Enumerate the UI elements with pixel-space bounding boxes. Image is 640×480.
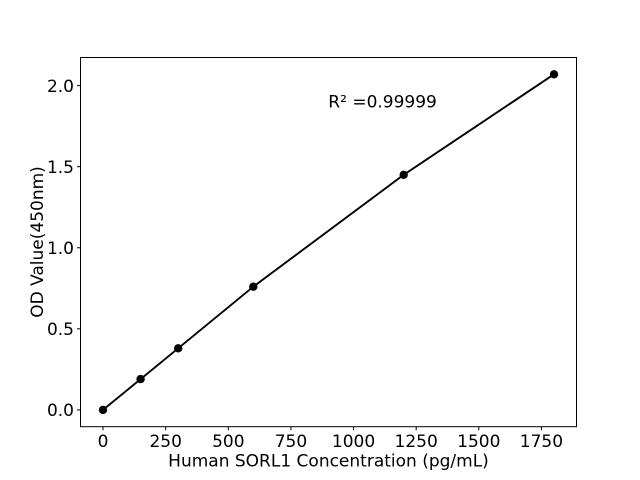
y-axis-label: OD Value(450nm): [28, 166, 48, 318]
x-tick-label: 1250: [395, 432, 438, 452]
data-point-marker: [174, 344, 183, 353]
x-axis-ticks: 0 250 500 750 1000 1250 1500 1750: [98, 426, 563, 452]
y-tick-label: 0.0: [47, 401, 74, 421]
x-tick-label: 500: [212, 432, 244, 452]
plot-area: [80, 57, 577, 428]
data-point-marker: [549, 70, 559, 79]
y-tick-label: 1.0: [47, 239, 74, 259]
x-tick-label: 0: [98, 432, 109, 452]
r-squared-annotation: R² =0.99999: [328, 93, 437, 113]
data-point-marker: [98, 405, 108, 415]
x-axis-label: Human SORL1 Concentration (pg/mL): [168, 452, 489, 472]
y-tick-label: 1.5: [47, 158, 74, 178]
data-point-marker: [399, 170, 408, 179]
x-tick-label: 750: [275, 432, 307, 452]
data-points: [98, 70, 559, 415]
x-tick-label: 1500: [457, 432, 500, 452]
x-tick-label: 1000: [332, 432, 375, 452]
x-tick-label: 1750: [520, 432, 563, 452]
data-point-marker: [249, 282, 258, 291]
y-axis-ticks: 0.0 0.5 1.0 1.5 2.0: [47, 77, 81, 421]
y-tick-label: 0.5: [47, 320, 74, 340]
data-point-marker: [136, 374, 145, 384]
x-tick-label: 250: [149, 432, 181, 452]
data-line: [102, 73, 555, 411]
y-tick-label: 2.0: [47, 77, 74, 97]
